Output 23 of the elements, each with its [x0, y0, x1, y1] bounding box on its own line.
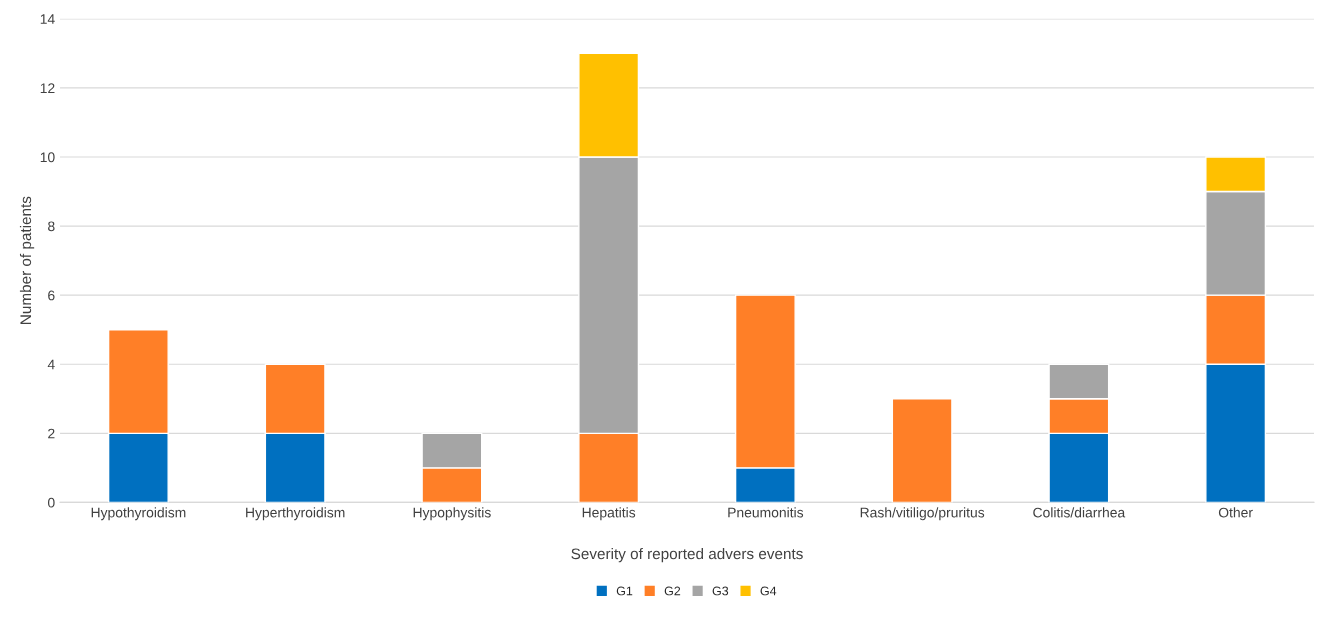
y-tick-label: 2	[48, 428, 55, 439]
legend-label: G3	[712, 586, 729, 596]
x-tick-label: Pneumonitis	[728, 507, 804, 518]
y-tick-label: 14	[40, 14, 55, 24]
x-axis-title: Severity of reported advers events	[571, 547, 803, 563]
y-tick-label: 6	[48, 290, 55, 301]
y-tick-label: 12	[40, 83, 55, 93]
x-tick-label: Hepatitis	[582, 507, 636, 521]
legend-label: G2	[664, 586, 681, 596]
bar	[891, 398, 953, 503]
x-tick-label: Hypophysitis	[413, 507, 491, 521]
x-tick-label: Colitis/diarrhea	[1033, 507, 1126, 518]
x-tick-label: Hypothyroidism	[91, 507, 186, 521]
legend-label: G1	[616, 586, 633, 596]
y-tick-label: 4	[47, 359, 55, 370]
y-tick-label: 8	[48, 221, 55, 232]
y-axis-title: Number of patients	[19, 196, 35, 324]
legend-label: G4	[760, 586, 777, 596]
x-tick-label: Other	[1218, 507, 1253, 518]
x-tick-label: Hyperthyroidism	[246, 507, 345, 521]
y-tick-label: 0	[47, 497, 55, 508]
x-tick-label: Rash/vitiligo/pruritus	[860, 507, 985, 521]
y-tick-label: 10	[40, 152, 55, 163]
